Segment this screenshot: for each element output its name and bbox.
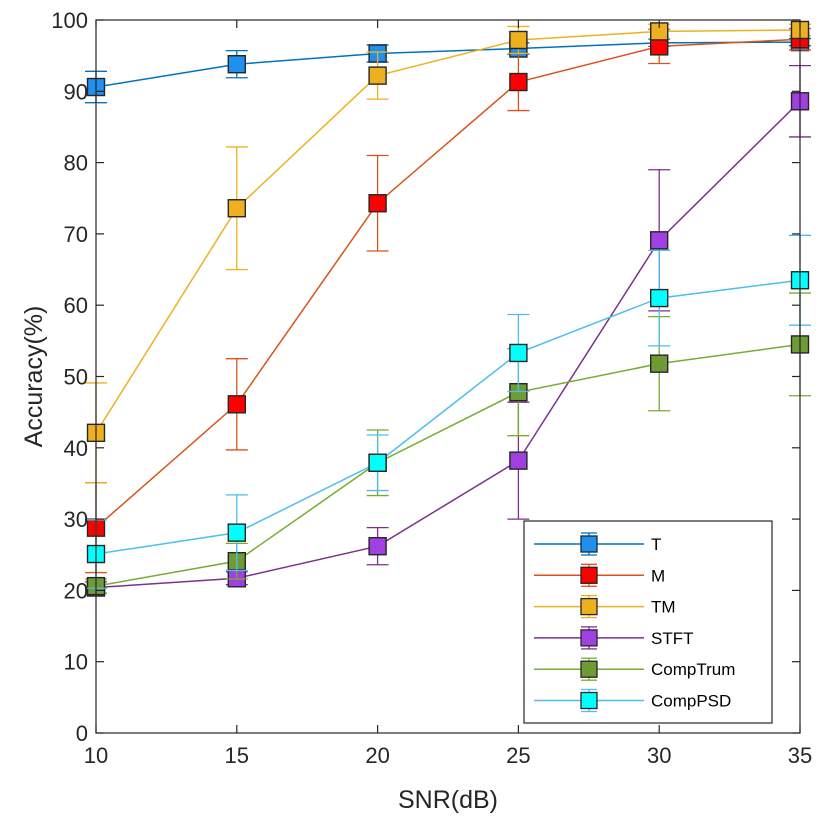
data-point bbox=[227, 55, 247, 74]
legend-marker bbox=[580, 691, 598, 710]
data-point bbox=[650, 354, 669, 373]
x-tick-label: 35 bbox=[788, 743, 812, 768]
legend-entry-comppsd: CompPSD bbox=[534, 688, 731, 713]
data-point bbox=[650, 288, 669, 308]
data-point bbox=[650, 231, 669, 250]
legend-label: CompPSD bbox=[651, 692, 731, 711]
y-tick-label: 30 bbox=[64, 507, 88, 532]
legend-marker bbox=[580, 566, 598, 584]
y-tick-label: 100 bbox=[51, 8, 88, 33]
data-point bbox=[509, 30, 528, 50]
legend-entry-stft: STFT bbox=[534, 626, 694, 650]
x-tick-label: 10 bbox=[84, 743, 108, 768]
legend-marker bbox=[580, 597, 598, 616]
legend-box bbox=[523, 520, 773, 724]
series-line bbox=[95, 38, 801, 529]
data-point bbox=[368, 66, 387, 85]
y-tick-label: 40 bbox=[64, 436, 88, 461]
data-point bbox=[368, 194, 387, 213]
legend-label: CompTrum bbox=[651, 660, 735, 679]
legend-marker bbox=[580, 629, 598, 647]
data-point bbox=[509, 343, 528, 363]
x-tick-label: 20 bbox=[365, 743, 389, 768]
x-tick-label: 15 bbox=[225, 743, 249, 768]
series-line bbox=[95, 343, 801, 587]
y-tick-label: 50 bbox=[64, 365, 88, 390]
y-tick-label: 20 bbox=[64, 578, 88, 603]
y-tick-label: 60 bbox=[64, 293, 88, 318]
series-line bbox=[95, 29, 801, 434]
y-tick-label: 90 bbox=[64, 79, 88, 104]
y-tick-label: 70 bbox=[64, 222, 88, 247]
data-point bbox=[509, 72, 528, 92]
y-axis-label: Accuracy(%) bbox=[20, 306, 48, 448]
legend-entry-t: T bbox=[534, 532, 661, 556]
series-tm bbox=[85, 20, 811, 484]
data-point bbox=[227, 395, 247, 414]
legend-entry-m: M bbox=[534, 563, 665, 587]
data-point bbox=[368, 453, 387, 472]
legend-label: STFT bbox=[651, 629, 694, 648]
series-line bbox=[95, 100, 801, 589]
x-axis-label: SNR(dB) bbox=[398, 786, 498, 814]
legend-marker bbox=[580, 660, 598, 678]
series-line bbox=[95, 41, 801, 88]
y-tick-label: 0 bbox=[76, 721, 88, 746]
legend-marker bbox=[580, 535, 598, 553]
x-tick-label: 30 bbox=[647, 743, 671, 768]
data-point bbox=[509, 451, 528, 470]
series-line bbox=[95, 279, 801, 555]
data-point bbox=[227, 199, 247, 218]
y-tick-label: 80 bbox=[64, 151, 88, 176]
legend-label: T bbox=[651, 535, 661, 554]
legend-entry-tm: TM bbox=[534, 594, 676, 619]
x-tick-label: 25 bbox=[506, 743, 530, 768]
data-point bbox=[227, 523, 247, 542]
legend: TM TM STFT CompTrum CompPSD bbox=[523, 520, 773, 724]
series-layer bbox=[85, 20, 811, 597]
legend-label: M bbox=[651, 566, 665, 585]
y-tick-label: 10 bbox=[64, 650, 88, 675]
data-point bbox=[368, 536, 387, 556]
legend-entry-comptrum: CompTrum bbox=[534, 657, 735, 681]
legend-label: TM bbox=[651, 598, 676, 617]
